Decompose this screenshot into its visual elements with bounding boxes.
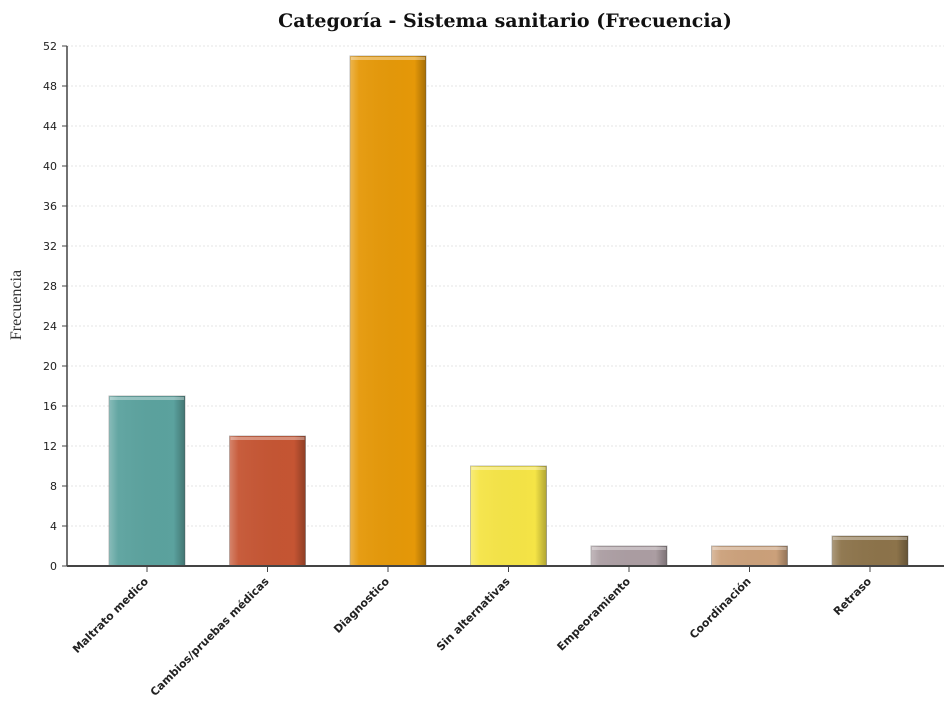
bar	[108, 395, 186, 567]
x-tick-label: Diagnostico	[331, 575, 392, 636]
y-axis-label: Frecuencia	[8, 270, 25, 340]
x-tick-label: Sin alternativas	[434, 575, 513, 654]
y-tick-label: 40	[43, 160, 57, 173]
y-tick-label: 44	[43, 120, 57, 133]
bar-highlight	[712, 547, 787, 550]
y-tick-label: 24	[43, 320, 57, 333]
bar	[349, 55, 427, 567]
y-tick-label: 20	[43, 360, 57, 373]
bar	[470, 465, 547, 567]
bar	[590, 545, 668, 567]
y-tick-label: 28	[43, 280, 57, 293]
y-tick-label: 32	[43, 240, 57, 253]
bar-shading	[711, 546, 788, 566]
bars	[108, 55, 909, 567]
y-tick-label: 52	[43, 40, 57, 53]
y-tick-label: 0	[50, 560, 57, 573]
x-tick-label: Cambios/pruebas médicas	[148, 575, 272, 699]
y-tick-label: 4	[50, 520, 57, 533]
bar-shading	[229, 436, 306, 566]
grid-lines	[67, 45, 944, 527]
y-tick-label: 36	[43, 200, 57, 213]
bar	[831, 535, 909, 567]
bar-shading	[591, 546, 667, 566]
y-tick-label: 8	[50, 480, 57, 493]
bar	[711, 545, 788, 567]
bar-highlight	[110, 397, 184, 400]
bar-shading	[470, 466, 547, 566]
x-tick-label: Maltrato medico	[70, 575, 151, 656]
bar-highlight	[592, 547, 666, 550]
bar-highlight	[833, 537, 907, 540]
bar-highlight	[351, 57, 425, 60]
x-tick-label: Retraso	[831, 575, 875, 619]
y-tick-label: 16	[43, 400, 57, 413]
bar-highlight	[471, 467, 546, 470]
bar-highlight	[230, 437, 305, 440]
chart-title: Categoría - Sistema sanitario (Frecuenci…	[278, 10, 732, 32]
y-tick-label: 12	[43, 440, 57, 453]
x-tick-label: Coordinación	[687, 575, 754, 642]
x-tick-label: Empeoramiento	[555, 575, 634, 654]
bar-shading	[832, 536, 908, 566]
y-tick-label: 48	[43, 80, 57, 93]
bar	[229, 435, 306, 567]
bar-shading	[350, 56, 426, 566]
bar-shading	[109, 396, 185, 566]
